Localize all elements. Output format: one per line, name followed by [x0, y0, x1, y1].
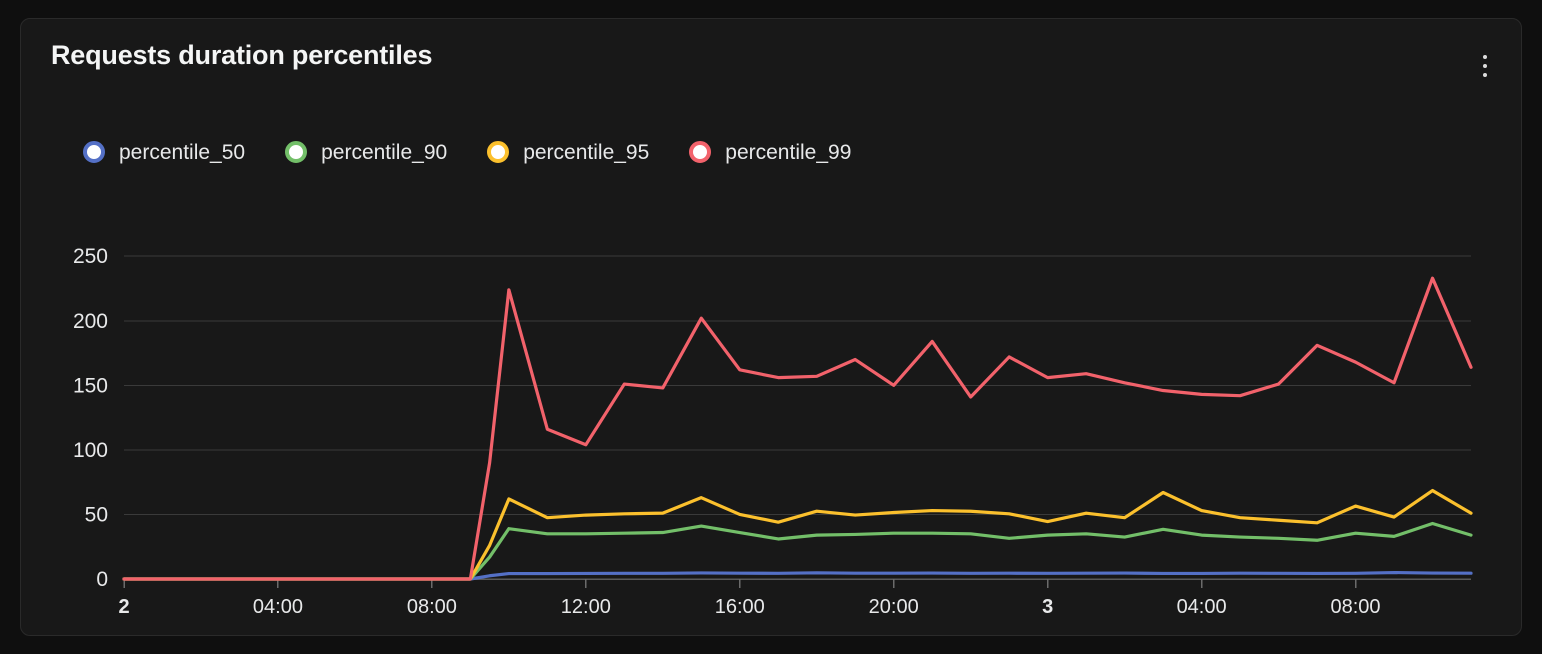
- xtick-label: 04:00: [253, 596, 303, 618]
- ytick-label: 250: [73, 245, 108, 268]
- chart-legend: percentile_50 percentile_90 percentile_95 p…: [83, 141, 851, 163]
- xtick-label: 2: [118, 596, 129, 618]
- xtick-label: 08:00: [407, 596, 457, 618]
- xtick-label: 08:00: [1331, 596, 1381, 618]
- panel-header: Requests duration percentiles: [21, 19, 1521, 91]
- xtick-label: 20:00: [869, 596, 919, 618]
- page-title: Requests duration percentiles: [51, 39, 433, 70]
- kebab-dot-3: [1483, 73, 1487, 77]
- ytick-label: 0: [96, 568, 108, 591]
- legend-marker-icon: [487, 141, 510, 163]
- chart-panel: Requests duration percentiles percentile…: [20, 18, 1522, 636]
- xtick-label: 16:00: [715, 596, 765, 618]
- kebab-dot-1: [1483, 55, 1487, 59]
- ytick-label: 200: [73, 310, 108, 333]
- kebab-menu-icon[interactable]: [1471, 49, 1499, 83]
- legend-item-percentile_50[interactable]: percentile_50: [83, 141, 245, 163]
- xtick-label: 3: [1042, 596, 1053, 618]
- legend-label: percentile_95: [523, 140, 650, 164]
- legend-item-percentile_90[interactable]: percentile_90: [285, 141, 447, 163]
- line-chart-svg: 0 50 100 150 200 250 2 04:00 08:00 12:00 16:00 20:0…: [73, 245, 1473, 618]
- legend-marker-icon: [83, 141, 105, 163]
- chart-plot-area: 0 50 100 150 200 250 2 04:00 08:00 12:00 16:00 20:0…: [21, 205, 1521, 625]
- ytick-label: 150: [73, 374, 108, 397]
- legend-label: percentile_50: [119, 140, 246, 164]
- ytick-label: 50: [85, 503, 108, 526]
- ytick-label: 100: [73, 439, 108, 462]
- legend-label: percentile_99: [725, 140, 852, 164]
- legend-label: percentile_90: [321, 140, 448, 164]
- series-line-percentile_95: [122, 488, 1473, 581]
- legend-marker-icon: [689, 141, 712, 163]
- legend-item-percentile_99[interactable]: percentile_99: [689, 141, 851, 163]
- legend-item-percentile_95[interactable]: percentile_95: [487, 141, 649, 163]
- series-line-percentile_90: [122, 521, 1473, 581]
- xtick-label: 04:00: [1177, 596, 1227, 618]
- series-line-percentile_99: [122, 276, 1473, 581]
- xtick-label: 12:00: [561, 596, 611, 618]
- legend-marker-icon: [285, 141, 308, 163]
- kebab-dot-2: [1483, 64, 1487, 68]
